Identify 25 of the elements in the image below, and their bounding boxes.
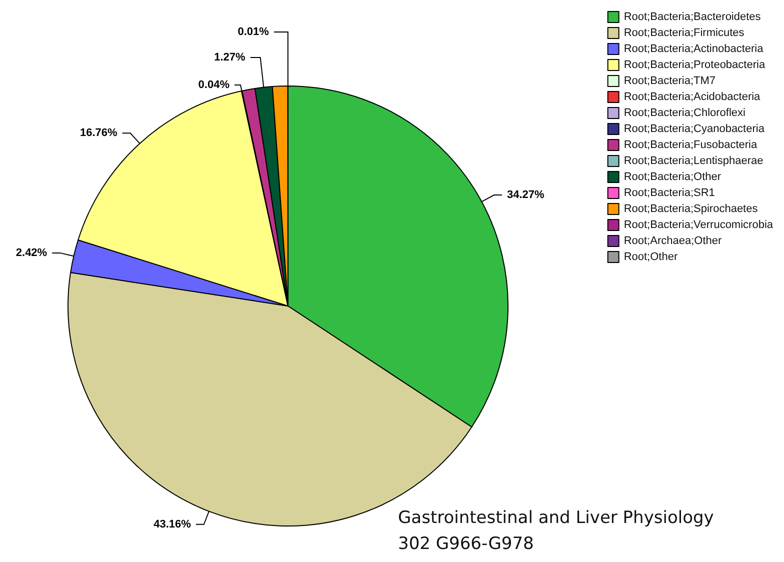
legend-label: Root;Other [624,251,678,263]
legend-label: Root;Bacteria;Bacteroidetes [624,11,762,23]
data-label: 34.27% [507,189,545,202]
legend-label: Root;Bacteria;Cyanobacteria [624,123,766,135]
legend-label: Root;Bacteria;Proteobacteria [624,59,766,71]
legend-label: Root;Bacteria;Chloroflexi [624,107,746,119]
legend-label: Root;Bacteria;Actinobacteria [624,43,764,55]
data-label: 0.04% [198,79,230,92]
legend-label: Root;Archaea;Other [624,235,722,247]
legend-label: Root;Bacteria;Verrucomicrobia [624,219,774,231]
data-label: 1.27% [214,52,246,64]
legend-label: Root;Bacteria;Spirochaetes [624,203,758,215]
legend-label: Root;Bacteria;Acidobacteria [624,91,762,103]
data-label: 2.42% [16,246,48,259]
legend-label: Root;Bacteria;Firmicutes [624,27,745,39]
legend-label: Root;Bacteria;Other [624,171,722,183]
data-label: 0.01% [238,26,270,38]
data-label: 16.76% [80,127,118,140]
legend-label: Root;Bacteria;TM7 [624,75,716,87]
text: 302 G966-G978 [398,534,534,554]
legend-label: Root;Bacteria;Fusobacteria [624,139,758,151]
data-label: 43.16% [154,518,192,530]
legend-label: Root;Bacteria;Lentisphaerae [624,155,764,167]
text: Gastrointestinal and Liver Physiology [398,508,714,528]
legend-label: Root;Bacteria;SR1 [624,187,715,199]
